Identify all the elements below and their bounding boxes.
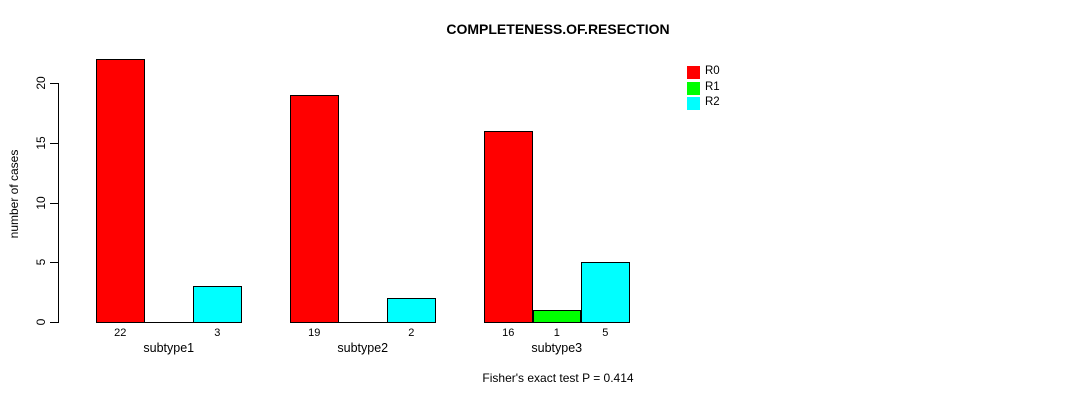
bar-r1-subtype3 <box>532 310 581 323</box>
legend-label-r1: R1 <box>705 80 720 93</box>
bar-value-label: 16 <box>502 327 515 339</box>
bar-value-label: 19 <box>308 327 321 339</box>
bar-r1-subtype1 <box>144 322 194 323</box>
bar-value-label: 22 <box>114 327 127 339</box>
bar-r0-subtype2 <box>290 95 339 323</box>
y-tick-label: 10 <box>34 196 48 210</box>
legend-swatch-r0 <box>687 66 700 79</box>
legend-swatch-r2 <box>687 97 700 110</box>
y-tick-label: 5 <box>34 258 48 266</box>
legend-swatch-r1 <box>687 81 700 95</box>
bar-value-label: 2 <box>408 327 415 339</box>
bar-value-label: 1 <box>553 327 560 339</box>
y-tick <box>50 322 58 323</box>
bar-r2-subtype1 <box>193 286 242 323</box>
category-label-subtype2: subtype2 <box>337 341 389 355</box>
y-axis-label: number of cases <box>7 149 21 239</box>
bar-r2-subtype2 <box>387 298 436 323</box>
bar-r0-subtype3 <box>484 131 533 323</box>
bar-r0-subtype1 <box>96 59 145 323</box>
bar-r2-subtype3 <box>581 262 630 323</box>
bar-r1-subtype2 <box>338 322 388 323</box>
legend-label-r2: R2 <box>705 96 720 108</box>
category-label-subtype1: subtype1 <box>143 341 195 355</box>
y-axis-line <box>58 83 59 323</box>
y-tick-label: 20 <box>34 76 48 90</box>
y-tick <box>50 143 58 144</box>
y-tick-label: 0 <box>34 318 48 326</box>
y-tick-label: 15 <box>34 136 48 150</box>
y-tick <box>50 203 58 204</box>
y-tick <box>50 83 58 84</box>
bar-value-label: 3 <box>214 327 221 339</box>
y-tick <box>50 262 58 263</box>
legend-label-r0: R0 <box>705 65 720 77</box>
chart-title: COMPLETENESS.OF.RESECTION <box>446 21 670 37</box>
annotation-text: Fisher's exact test P = 0.414 <box>482 371 634 385</box>
bar-value-label: 5 <box>602 327 609 339</box>
category-label-subtype3: subtype3 <box>531 341 583 355</box>
